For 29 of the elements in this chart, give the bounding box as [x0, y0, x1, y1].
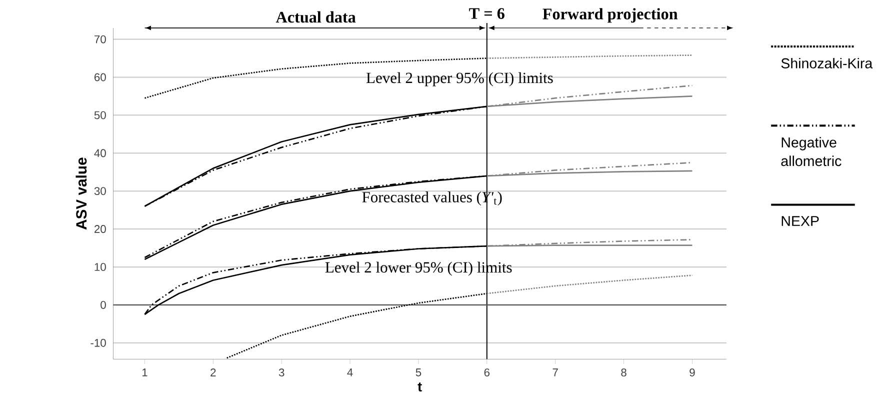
text: NEXP: [782, 216, 819, 226]
text: Shinozaki-Kira: [781, 58, 873, 68]
x-tick-label: 5: [416, 368, 422, 376]
x-tick-label: 9: [690, 368, 695, 376]
text: Actual data: [276, 11, 356, 23]
x-tick-label: 7: [552, 368, 558, 376]
y-tick-label: 50: [94, 111, 106, 119]
x-tick-label: 4: [347, 368, 353, 376]
y-tick-label: 0: [100, 300, 106, 309]
ref-line-label: T = 6: [469, 8, 504, 19]
line-series: [144, 57, 488, 99]
x-tick-label: 8: [621, 368, 626, 376]
y-tick-label: 40: [94, 149, 106, 157]
text: Forward projection: [542, 8, 678, 23]
y-tick-label: 20: [94, 224, 106, 233]
x-tick-label: 2: [210, 368, 216, 376]
y-tick-label: 30: [94, 186, 106, 195]
line-series: [486, 274, 693, 294]
text: Negative allometric: [781, 136, 842, 166]
x-tick-label: 3: [278, 368, 284, 376]
y-tick-label: 60: [94, 73, 106, 82]
y-tick-label: -10: [90, 338, 106, 347]
x-tick-label: 1: [142, 368, 148, 376]
x-axis-title: t: [418, 382, 422, 392]
y-axis-title: ASV value: [76, 158, 87, 230]
x-tick-label: 6: [484, 368, 490, 376]
y-tick-label: 10: [94, 262, 106, 271]
y-tick-label: 70: [94, 35, 106, 44]
annotation: Level 2 upper 95% (CI) limits: [366, 72, 553, 86]
